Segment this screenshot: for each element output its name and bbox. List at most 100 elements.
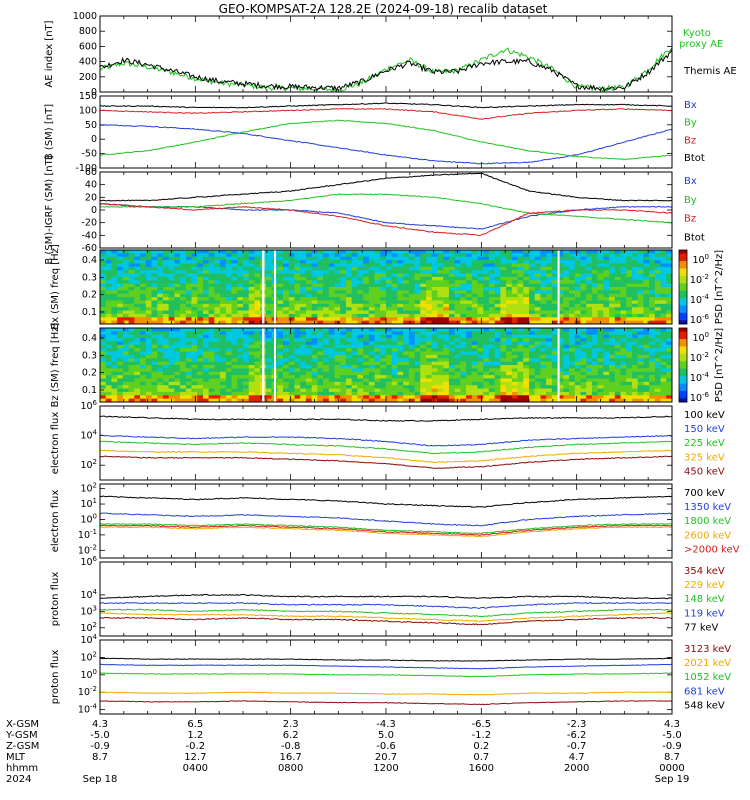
y-tick-label: 104 (80, 588, 97, 601)
panel-3: B (SM)-IGRF (SM) [nT] 6040200-20-40-60BxB… (44, 155, 705, 264)
series-line (99, 593, 673, 600)
y-tick-label: 400 (79, 57, 97, 68)
colorbar: 100 10-2 10-4 10-6 PSD [nT^2/Hz] (678, 327, 725, 404)
x-tick-label: 4.7 (569, 752, 585, 763)
series-line (99, 193, 672, 224)
legend-label: 229 keV (684, 580, 725, 591)
legend: 100 keV 150 keV 225 keV 325 keV 450 keV (684, 410, 725, 477)
panel-frame (99, 405, 673, 481)
legend-label: Bz (684, 135, 696, 146)
series-line (99, 434, 673, 447)
y-tick-label: 20 (85, 192, 97, 203)
y-tick-label: 100 (80, 668, 97, 681)
y-axis-label: Bx (SM) freq [Hz] (50, 244, 61, 330)
series-line (99, 48, 673, 92)
data-gap (557, 250, 560, 324)
series-line (99, 524, 673, 536)
legend-label: 150 keV (684, 424, 725, 435)
legend-label: 2021 keV (684, 658, 731, 669)
y-tick-label: 0.4 (82, 255, 97, 266)
y-tick-label: 0.3 (82, 350, 97, 361)
x-row-label: Y-GSM (5, 730, 38, 741)
legend-label: Bx (684, 100, 697, 111)
y-tick-label: 800 (79, 26, 97, 37)
legend: Bx By Bz Btot (684, 100, 705, 164)
legend-label: 1800 keV (684, 516, 731, 527)
y-axis-label: proton flux (50, 650, 61, 705)
y-tick-label: -40 (81, 230, 97, 241)
legend-label: 450 keV (684, 466, 725, 477)
y-tick-label: 102 (80, 458, 97, 471)
y-tick-label: 0.1 (82, 307, 97, 318)
legend-label: 2600 keV (684, 530, 731, 541)
legend-label: Bz (684, 214, 696, 225)
x-tick-label: -2.3 (567, 719, 587, 730)
y-axis-label: AE index [nT] (44, 20, 55, 87)
chart-title: GEO-KOMPSAT-2A 128.2E (2024-09-18) recal… (219, 2, 548, 16)
series-line (99, 449, 672, 463)
x-tick-label: 2000 (564, 763, 589, 774)
x-tick-label: Sep 18 (83, 774, 118, 785)
series-line (100, 691, 673, 696)
panel-1: AE index [nT] 1000 800 600 400 200 0 Kyotoproxy… (44, 11, 737, 98)
series-line (99, 172, 673, 202)
x-tick-label: -0.6 (376, 741, 396, 752)
y-axis-label: B (SM)-IGRF (SM) [nT] (44, 155, 55, 264)
y-tick-label: -60 (81, 243, 97, 254)
legend-label: 700 keV (684, 488, 725, 499)
legend-label: 77 keV (684, 622, 718, 633)
y-tick-label: 0.2 (82, 290, 97, 301)
x-tick-label: 0400 (183, 763, 208, 774)
y-tick-label: 0.4 (82, 333, 97, 344)
legend-label: 3123 keV (684, 644, 731, 655)
colorbar-tick-label: 10-4 (690, 371, 710, 384)
legend-label: 681 keV (684, 686, 725, 697)
panel-frame (99, 561, 673, 637)
panel-frame (99, 15, 673, 93)
legend: Bx By Bz Btot (684, 176, 705, 243)
x-tick-label: 1.2 (187, 730, 203, 741)
x-tick-label: 2.3 (283, 719, 299, 730)
y-tick-label: 100 (80, 512, 97, 525)
x-row-label: MLT (6, 752, 26, 763)
y-axis-label: B (SM) [nT] (44, 104, 55, 160)
x-row-label: Z-GSM (6, 741, 39, 752)
x-tick-label: 20.7 (375, 752, 397, 763)
y-axis-label: Bz (SM) freq [Hz] (50, 322, 61, 407)
y-tick-label: -50 (81, 149, 97, 160)
series-line (99, 616, 673, 626)
panel-4: Bx (SM) freq [Hz] 100 10-2 10-4 10-6 PSD [nT^… (50, 244, 725, 330)
series-line (99, 102, 673, 109)
data-gap (273, 250, 276, 324)
series-line (99, 119, 672, 161)
y-tick-label: 103 (80, 604, 97, 617)
legend-label: Bx (684, 176, 697, 187)
x-tick-label: 8.7 (92, 752, 108, 763)
x-tick-label: -0.7 (567, 741, 587, 752)
panel-2: B (SM) [nT] 150 100 50 0 -50 -100 Bx By Bz Btot (44, 91, 705, 174)
y-tick-label: 106 (80, 555, 97, 568)
legend-label: 119 keV (684, 608, 725, 619)
x-tick-label: 4.3 (92, 719, 108, 730)
series-line (100, 523, 673, 535)
y-tick-label: 104 (80, 429, 97, 442)
legend: 354 keV 229 keV 148 keV 119 keV 77 keV (684, 566, 725, 633)
series-line (99, 47, 673, 93)
y-tick-label: 102 (80, 650, 97, 663)
x-tick-label: 4.3 (664, 719, 680, 730)
y-tick-label: 10-2 (78, 685, 97, 698)
colorbar-tick-label: 10-4 (690, 293, 710, 306)
x-tick-label: 0000 (659, 763, 684, 774)
y-tick-label: 10-1 (78, 528, 97, 541)
x-tick-label: 8.7 (664, 752, 680, 763)
y-tick-label: 10-4 (78, 703, 98, 716)
x-tick-label: -4.3 (376, 719, 396, 730)
legend: 3123 keV 2021 keV 1052 keV 681 keV 548 keV (684, 644, 731, 711)
legend: 700 keV 1350 keV 1800 keV 2600 keV >2000 keV (684, 488, 740, 555)
y-axis-label: electron flux (50, 412, 61, 475)
y-axis-label: proton flux (50, 572, 61, 627)
x-tick-label: 6.2 (283, 730, 299, 741)
legend-label: By (684, 118, 697, 129)
colorbar-tick-label: 100 (692, 331, 709, 344)
